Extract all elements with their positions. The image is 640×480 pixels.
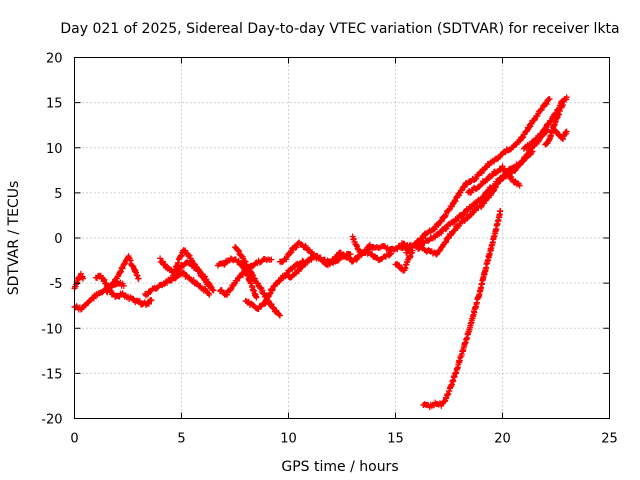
data-point-markers <box>232 244 283 319</box>
data-point-markers <box>142 269 213 299</box>
data-series-arc-10 <box>232 244 283 319</box>
y-tick-label: 10 <box>46 142 63 157</box>
grid-lines <box>74 57 610 419</box>
data-point-markers <box>465 163 523 196</box>
x-tick-label: 20 <box>494 432 511 447</box>
data-point-markers <box>392 247 416 274</box>
data-series-arc-7 <box>169 247 217 294</box>
y-tick-label: 20 <box>46 52 63 67</box>
y-tick-label: -10 <box>41 322 62 337</box>
data-series-arc-13 <box>285 248 395 281</box>
y-axis-label: SDTVAR / TECUs <box>6 181 22 296</box>
data-series-arc-15 <box>392 247 416 274</box>
x-tick-label: 10 <box>280 432 297 447</box>
data-point-markers <box>169 247 217 294</box>
data-point-markers <box>349 233 412 256</box>
x-tick-label: 15 <box>387 432 404 447</box>
data-series-arc-1 <box>71 270 87 292</box>
data-series-layer <box>71 94 570 411</box>
data-series-arc-23 <box>420 207 504 411</box>
y-tick-label: 0 <box>54 232 62 247</box>
data-point-markers <box>285 248 395 281</box>
data-point-markers <box>398 96 553 251</box>
data-point-markers <box>242 257 307 313</box>
data-point-markers <box>420 207 504 411</box>
y-tick-label: -15 <box>41 367 62 382</box>
y-tick-label: -20 <box>41 413 62 428</box>
y-tick-label: 5 <box>54 187 62 202</box>
data-series-arc-11 <box>242 257 307 313</box>
data-series-arc-19 <box>465 163 523 196</box>
data-series-arc-16 <box>398 96 553 251</box>
data-series-arc-22 <box>550 126 570 143</box>
chart-title: Day 021 of 2025, Sidereal Day-to-day VTE… <box>60 21 619 37</box>
data-point-markers <box>71 270 87 292</box>
data-series-arc-5 <box>142 269 213 299</box>
data-series-arc-14 <box>349 233 412 256</box>
x-axis-label: GPS time / hours <box>281 459 398 475</box>
x-tick-label: 5 <box>177 432 185 447</box>
y-tick-label: 15 <box>46 97 63 112</box>
axis-ticks: 0 5 10 15 20 25 -20 -15 -10 -5 0 5 10 15 20 <box>41 52 618 447</box>
data-point-markers <box>214 255 260 301</box>
data-point-markers <box>550 126 570 143</box>
y-tick-label: -5 <box>50 277 63 292</box>
x-tick-label: 0 <box>70 432 78 447</box>
data-series-arc-9 <box>214 255 260 301</box>
x-tick-label: 25 <box>601 432 618 447</box>
data-point-markers <box>103 253 142 296</box>
data-series-arc-4 <box>103 253 142 296</box>
